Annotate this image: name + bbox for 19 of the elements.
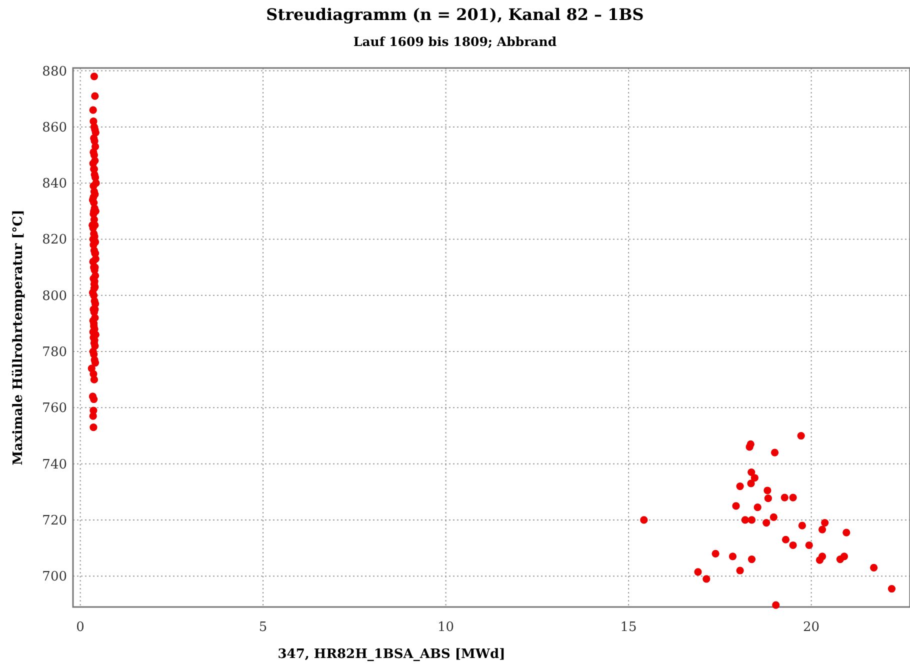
- y-tick-label: 860: [42, 120, 67, 136]
- x-tick-label: 10: [438, 620, 454, 635]
- x-tick-label: 0: [76, 620, 84, 635]
- x-tick-label: 5: [258, 620, 268, 635]
- y-tick-label: 800: [42, 288, 67, 304]
- y-tick-label: 740: [42, 457, 67, 472]
- y-tick-label: 760: [42, 401, 67, 416]
- chart-subtitle: Lauf 1609 bis 1809; Abbrand: [353, 34, 557, 49]
- y-tick-label: 720: [42, 513, 67, 528]
- y-tick-label: 780: [42, 345, 67, 360]
- chart-title: Streudiagramm (n = 201), Kanal 82 – 1BS: [266, 5, 644, 24]
- y-axis-title: Maximale Hüllrohrtemperatur [°C]: [11, 210, 26, 466]
- y-tick-label: 700: [42, 570, 67, 585]
- y-tick-label: 840: [42, 176, 67, 192]
- x-tick-label: 20: [803, 620, 820, 635]
- y-tick-label: 820: [42, 232, 67, 248]
- x-axis-title: 347, HR82H_1BSA_ABS [MWd]: [278, 647, 506, 662]
- y-tick-label: 880: [42, 64, 67, 80]
- x-tick-label: 15: [620, 620, 637, 635]
